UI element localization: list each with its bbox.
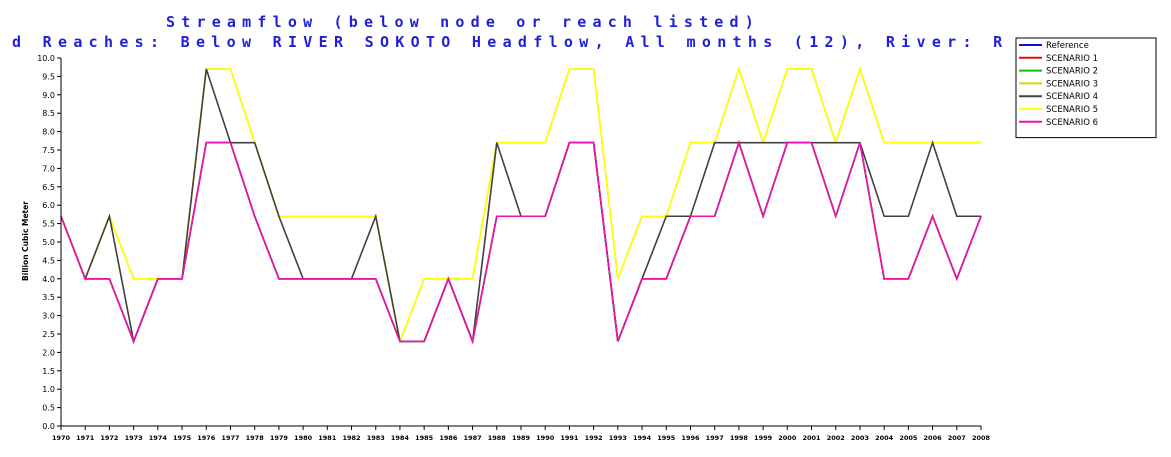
x-tick-label: 2003: [851, 434, 869, 442]
x-tick-label: 1975: [173, 434, 192, 442]
y-tick-label: 5.5: [42, 220, 55, 229]
legend-entry: Reference: [1046, 41, 1089, 51]
y-axis-ticks: 0.0 0.5 1.0 1.5 2.0 2.5 3.0 3.5 4.0 4.5 5.0 5.5 6.0 6…: [37, 54, 61, 431]
x-tick-label: 1971: [76, 434, 95, 442]
x-tick-label: 1998: [730, 434, 749, 442]
x-tick-label: 1972: [100, 434, 118, 442]
x-tick-label: 2006: [924, 434, 943, 442]
y-tick-label: 5.0: [42, 238, 55, 247]
y-tick-label: 7.5: [42, 146, 55, 155]
axes: [60, 58, 981, 427]
series-line-scenario-6: [60, 140, 982, 345]
legend-entry: SCENARIO 1: [1046, 54, 1098, 64]
x-tick-label: 1991: [560, 434, 579, 442]
series-line-scenario-5: [60, 66, 981, 345]
x-tick-label: 1992: [585, 434, 603, 442]
x-tick-label: 1977: [221, 434, 239, 442]
chart-subtitle: d Reaches: Below RIVER SOKOTO Headflow, …: [12, 33, 1009, 51]
x-tick-label: 1986: [439, 434, 458, 442]
x-tick-label: 1976: [197, 434, 216, 442]
y-tick-label: 1.5: [42, 367, 55, 376]
series-line-scenario-3: [60, 66, 981, 345]
legend-entry: SCENARIO 4: [1046, 92, 1098, 102]
x-tick-label: 1999: [754, 434, 773, 442]
y-tick-label: 0.0: [42, 422, 55, 431]
series-lines: [60, 66, 982, 345]
x-tick-label: 1993: [609, 434, 627, 442]
x-tick-label: 1979: [270, 434, 289, 442]
y-tick-label: 10.0: [37, 54, 55, 63]
x-tick-label: 1984: [391, 434, 410, 442]
y-tick-label: 9.5: [42, 72, 55, 81]
x-tick-label: 1995: [657, 434, 676, 442]
x-tick-label: 1997: [706, 434, 724, 442]
y-tick-label: 0.5: [42, 404, 55, 413]
x-tick-label: 1988: [488, 434, 507, 442]
series-line-scenario-4: [60, 68, 981, 345]
x-tick-label: 2000: [778, 434, 797, 442]
x-tick-label: 1994: [633, 434, 652, 442]
x-axis-ticks: 1970 1971 1972 1973 1974 1975 1976 1977 1978 1979…: [52, 426, 991, 442]
y-tick-label: 3.0: [42, 312, 55, 321]
x-tick-label: 2008: [972, 434, 991, 442]
legend: Reference SCENARIO 1 SCENARIO 2 SCENARIO 3 S…: [1015, 37, 1157, 139]
x-tick-label: 1974: [149, 434, 168, 442]
y-tick-label: 6.5: [42, 183, 55, 192]
x-tick-label: 1970: [52, 434, 71, 442]
y-tick-label: 7.0: [42, 164, 55, 173]
x-tick-label: 2007: [948, 434, 966, 442]
x-tick-label: 1982: [342, 434, 360, 442]
y-tick-label: 8.5: [42, 109, 55, 118]
series-line-reference: [60, 140, 982, 345]
y-tick-label: 3.5: [42, 293, 55, 302]
x-tick-label: 2005: [899, 434, 918, 442]
x-tick-label: 1983: [367, 434, 385, 442]
legend-entry: SCENARIO 5: [1046, 105, 1098, 115]
y-tick-label: 9.0: [42, 91, 55, 100]
y-tick-label: 4.0: [42, 275, 55, 284]
y-tick-label: 4.5: [42, 256, 55, 265]
x-tick-label: 1978: [246, 434, 265, 442]
y-axis-label: Billion Cubic Meter: [21, 201, 30, 281]
y-tick-label: 6.0: [42, 201, 55, 210]
x-tick-label: 2001: [802, 434, 821, 442]
series-line-scenario-2: [60, 140, 982, 345]
x-tick-label: 2004: [875, 434, 894, 442]
y-tick-label: 8.0: [42, 128, 55, 137]
x-tick-label: 1996: [681, 434, 700, 442]
y-tick-label: 2.5: [42, 330, 55, 339]
y-tick-label: 1.0: [42, 385, 55, 394]
x-tick-label: 1985: [415, 434, 434, 442]
x-tick-label: 1973: [125, 434, 143, 442]
x-tick-label: 1990: [536, 434, 555, 442]
chart-title: Streamflow (below node or reach listed): [166, 13, 760, 31]
x-tick-label: 1981: [318, 434, 337, 442]
x-tick-label: 1980: [294, 434, 313, 442]
series-line-scenario-1: [60, 140, 982, 345]
x-tick-label: 1987: [464, 434, 482, 442]
y-tick-label: 2.0: [42, 348, 55, 357]
legend-entry: SCENARIO 3: [1046, 79, 1098, 89]
x-tick-label: 2002: [827, 434, 845, 442]
legend-entry: SCENARIO 2: [1046, 67, 1098, 77]
x-tick-label: 1989: [512, 434, 531, 442]
legend-entry: SCENARIO 6: [1046, 118, 1098, 128]
